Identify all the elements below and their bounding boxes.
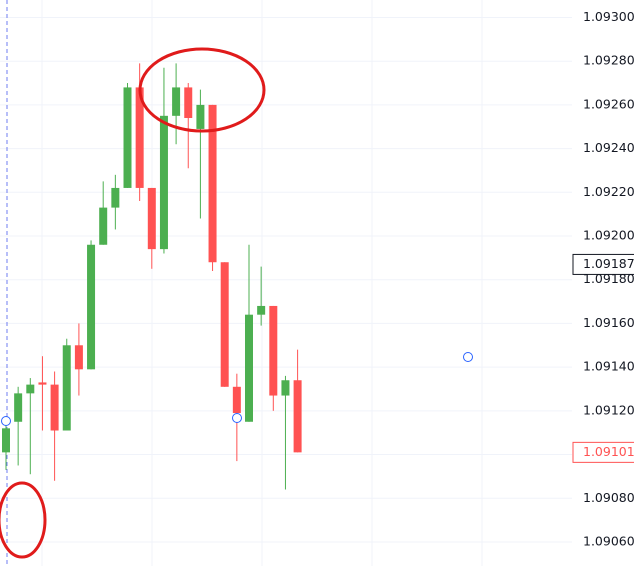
price-label: 1.09187 (583, 256, 634, 271)
candle-body (14, 393, 23, 422)
anchor-point[interactable] (232, 413, 242, 423)
candle-body (208, 104, 217, 263)
candle-body (220, 262, 229, 387)
y-tick-label: 1.09140 (583, 359, 634, 374)
candle-body (147, 187, 156, 250)
y-tick-label: 1.09080 (583, 490, 634, 505)
y-tick-label: 1.09180 (583, 271, 634, 286)
price-axis: 1.09300 1.09280 1.09260 1.09240 1.09220 1.092… (572, 9, 634, 548)
grid (0, 0, 572, 566)
y-tick-label: 1.09260 (583, 96, 634, 111)
anchor-point[interactable] (1, 416, 11, 426)
candle-body (99, 207, 108, 245)
y-tick-label: 1.09120 (583, 402, 634, 417)
candle-body (74, 345, 83, 370)
candles (2, 63, 302, 490)
candle-body (135, 87, 144, 188)
candle-body (2, 428, 10, 453)
highlight-ellipse[interactable] (0, 481, 47, 559)
candle-body (38, 382, 47, 385)
drawings[interactable] (0, 47, 473, 559)
candle-body (172, 87, 181, 116)
price-label-box (572, 441, 634, 463)
candle-body (50, 384, 59, 431)
anchor-point[interactable] (463, 352, 473, 362)
candle-body (232, 386, 241, 414)
candle-body (26, 384, 35, 394)
price-label: 1.09101 (583, 444, 634, 459)
y-tick-label: 1.09300 (583, 9, 634, 24)
candle-body (87, 244, 96, 370)
candle-body (281, 380, 290, 396)
y-tick-label: 1.09220 (583, 184, 634, 199)
y-tick-label: 1.09200 (583, 228, 634, 243)
candle-body (293, 380, 302, 453)
candle-body (123, 87, 132, 188)
highlight-ellipse[interactable] (138, 47, 266, 133)
candle-body (184, 87, 193, 119)
price-label-box (572, 253, 634, 275)
y-tick-label: 1.09160 (583, 315, 634, 330)
y-tick-label: 1.09280 (583, 53, 634, 68)
candle-body (257, 305, 266, 315)
candle-body (245, 314, 253, 422)
candle-body (196, 104, 205, 129)
candle-body (269, 305, 278, 396)
y-tick-label: 1.09060 (583, 533, 634, 548)
candle-body (111, 187, 120, 208)
y-tick-label: 1.09240 (583, 140, 634, 155)
candle-body (62, 345, 71, 431)
candle-body (159, 115, 168, 250)
